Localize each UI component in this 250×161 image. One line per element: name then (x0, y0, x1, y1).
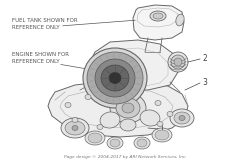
Ellipse shape (140, 110, 160, 126)
Ellipse shape (85, 131, 105, 145)
Ellipse shape (153, 13, 163, 19)
Ellipse shape (174, 58, 182, 66)
Ellipse shape (72, 118, 78, 123)
Ellipse shape (65, 103, 71, 108)
Ellipse shape (171, 55, 185, 69)
Ellipse shape (167, 112, 173, 117)
Text: 1: 1 (160, 126, 164, 134)
Ellipse shape (155, 130, 169, 140)
Ellipse shape (127, 93, 133, 98)
Ellipse shape (179, 115, 185, 120)
Ellipse shape (101, 65, 129, 91)
Polygon shape (90, 40, 178, 90)
Ellipse shape (109, 72, 121, 84)
Ellipse shape (61, 118, 89, 138)
Ellipse shape (174, 112, 190, 124)
Ellipse shape (150, 11, 166, 21)
Ellipse shape (152, 128, 172, 142)
Text: FUEL TANK SHOWN FOR
REFERENCE ONLY: FUEL TANK SHOWN FOR REFERENCE ONLY (12, 18, 78, 30)
Ellipse shape (85, 95, 91, 99)
Ellipse shape (87, 52, 143, 104)
Ellipse shape (170, 109, 194, 127)
Ellipse shape (134, 137, 150, 149)
Ellipse shape (107, 137, 123, 149)
Ellipse shape (95, 59, 135, 97)
Ellipse shape (83, 48, 147, 108)
Ellipse shape (176, 14, 184, 26)
Text: Page design © 2004-2017 by ARI Network Services, Inc.: Page design © 2004-2017 by ARI Network S… (64, 155, 186, 159)
Ellipse shape (72, 126, 78, 131)
Ellipse shape (168, 52, 188, 72)
Ellipse shape (157, 122, 163, 127)
Ellipse shape (120, 119, 136, 131)
Text: ENGINE SHOWN FOR
REFERENCE ONLY: ENGINE SHOWN FOR REFERENCE ONLY (12, 52, 69, 64)
Ellipse shape (137, 139, 147, 147)
Polygon shape (133, 5, 184, 40)
Ellipse shape (116, 98, 140, 118)
Ellipse shape (155, 100, 161, 105)
Ellipse shape (88, 133, 102, 143)
Polygon shape (48, 82, 188, 137)
Ellipse shape (65, 121, 85, 135)
Ellipse shape (110, 139, 120, 147)
Text: 3: 3 (202, 77, 207, 86)
Ellipse shape (100, 112, 120, 128)
Ellipse shape (110, 93, 146, 123)
Text: 2: 2 (202, 53, 207, 62)
Ellipse shape (97, 124, 103, 129)
Ellipse shape (122, 103, 134, 113)
